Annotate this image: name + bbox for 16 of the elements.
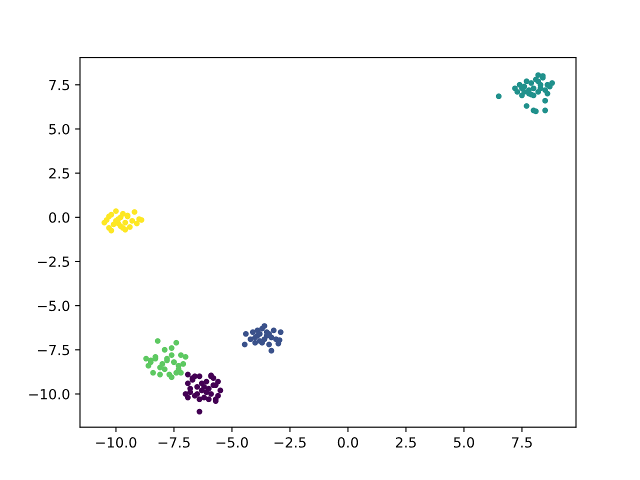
y-tick-label: −7.5 (38, 344, 70, 356)
x-tick-label: 7.5 (512, 437, 532, 448)
x-tick-label: 2.5 (396, 437, 416, 448)
y-tick-label: 5.0 (49, 124, 70, 134)
y-tick-label: −2.5 (38, 256, 70, 267)
x-tick-label: −2.5 (274, 437, 306, 448)
y-tick-label: 7.5 (49, 80, 70, 90)
x-tick-label: 0.0 (338, 437, 358, 448)
y-tick-label: −5.0 (38, 300, 70, 312)
x-tick-label: −7.5 (158, 437, 190, 448)
y-tick-label: 0.0 (49, 212, 70, 223)
x-tick-label: −10.0 (96, 437, 136, 448)
x-tick-label: −5.0 (216, 437, 248, 448)
x-tick-label: 5.0 (454, 437, 474, 448)
y-tick-label: 2.5 (49, 168, 70, 179)
y-tick-label: −10.0 (29, 388, 70, 400)
